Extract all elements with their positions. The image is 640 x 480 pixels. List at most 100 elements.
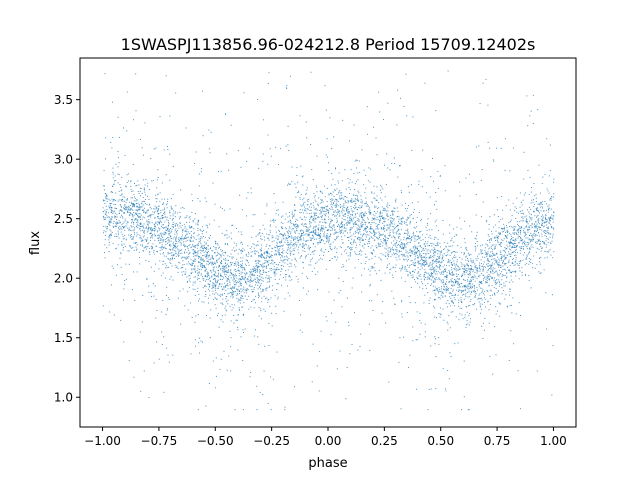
- data-point: [108, 216, 110, 218]
- data-point: [517, 212, 519, 214]
- data-point: [240, 242, 242, 244]
- data-point: [412, 251, 414, 253]
- data-point: [275, 250, 277, 252]
- data-point: [386, 240, 388, 242]
- data-point: [447, 248, 449, 250]
- data-point: [494, 281, 496, 283]
- data-point: [538, 240, 540, 242]
- data-point: [296, 229, 298, 231]
- data-point: [321, 225, 323, 227]
- data-point: [323, 219, 325, 221]
- data-point: [423, 247, 425, 249]
- data-point: [329, 244, 331, 246]
- data-point: [422, 256, 424, 258]
- data-point: [479, 265, 481, 267]
- data-point: [446, 274, 448, 276]
- data-point: [340, 210, 342, 212]
- data-point: [129, 215, 131, 217]
- data-point: [503, 255, 505, 257]
- data-point: [258, 262, 260, 264]
- data-point: [235, 284, 237, 286]
- data-point: [121, 210, 123, 212]
- data-point: [162, 226, 164, 228]
- data-point: [193, 269, 195, 271]
- data-point: [422, 249, 424, 251]
- data-point: [252, 243, 254, 245]
- data-point: [501, 228, 503, 230]
- data-point: [465, 296, 467, 298]
- data-point: [285, 255, 287, 257]
- data-point: [428, 300, 430, 302]
- data-point: [392, 210, 394, 212]
- data-point: [545, 230, 547, 232]
- data-point: [458, 267, 460, 269]
- data-point: [357, 259, 359, 261]
- data-point: [109, 207, 111, 209]
- data-point: [201, 250, 203, 252]
- data-point: [399, 267, 401, 269]
- data-point: [151, 222, 153, 224]
- data-point: [103, 219, 105, 221]
- data-point: [194, 266, 196, 268]
- data-point: [197, 221, 199, 223]
- data-point: [424, 269, 426, 271]
- data-point: [186, 237, 188, 239]
- data-point: [441, 271, 443, 273]
- data-point: [347, 200, 349, 202]
- data-point: [151, 227, 153, 229]
- data-point: [207, 250, 209, 252]
- data-point: [339, 246, 341, 248]
- data-point: [347, 200, 349, 202]
- data-point: [171, 258, 173, 260]
- data-point: [324, 243, 326, 245]
- data-point: [353, 200, 355, 202]
- data-point: [326, 205, 328, 207]
- data-point: [439, 252, 441, 254]
- data-point: [406, 269, 408, 271]
- data-point: [487, 263, 489, 265]
- data-point: [144, 191, 146, 193]
- data-point: [467, 276, 469, 278]
- data-point: [370, 232, 372, 234]
- data-point: [413, 279, 415, 281]
- data-point: [547, 226, 549, 228]
- data-point: [538, 226, 540, 228]
- data-point: [551, 218, 553, 220]
- data-point: [165, 232, 167, 234]
- data-point: [359, 250, 361, 252]
- data-point: [159, 220, 161, 222]
- data-point: [145, 212, 147, 214]
- data-point: [502, 274, 504, 276]
- data-point: [482, 274, 484, 276]
- data-point: [410, 238, 412, 240]
- data-point: [292, 215, 294, 217]
- data-point: [175, 253, 177, 255]
- data-point: [242, 297, 244, 299]
- data-point: [175, 237, 177, 239]
- data-point: [426, 233, 428, 235]
- data-point: [110, 230, 112, 232]
- data-point: [307, 239, 309, 241]
- data-point: [433, 267, 435, 269]
- data-point: [433, 256, 435, 258]
- data-point: [375, 219, 377, 221]
- data-point: [518, 264, 520, 266]
- data-point: [443, 242, 445, 244]
- data-point: [351, 213, 353, 215]
- data-point: [506, 248, 508, 250]
- data-point: [125, 209, 127, 211]
- data-point: [260, 291, 262, 293]
- data-point: [445, 291, 447, 293]
- data-point: [456, 273, 458, 275]
- data-point: [322, 208, 324, 210]
- data-point: [480, 263, 482, 265]
- data-point: [429, 245, 431, 247]
- data-point: [344, 227, 346, 229]
- data-point: [305, 240, 307, 242]
- data-point: [170, 238, 172, 240]
- data-point: [379, 235, 381, 237]
- data-point: [278, 214, 280, 216]
- data-point: [275, 219, 277, 221]
- data-point: [167, 253, 169, 255]
- data-point: [243, 288, 245, 290]
